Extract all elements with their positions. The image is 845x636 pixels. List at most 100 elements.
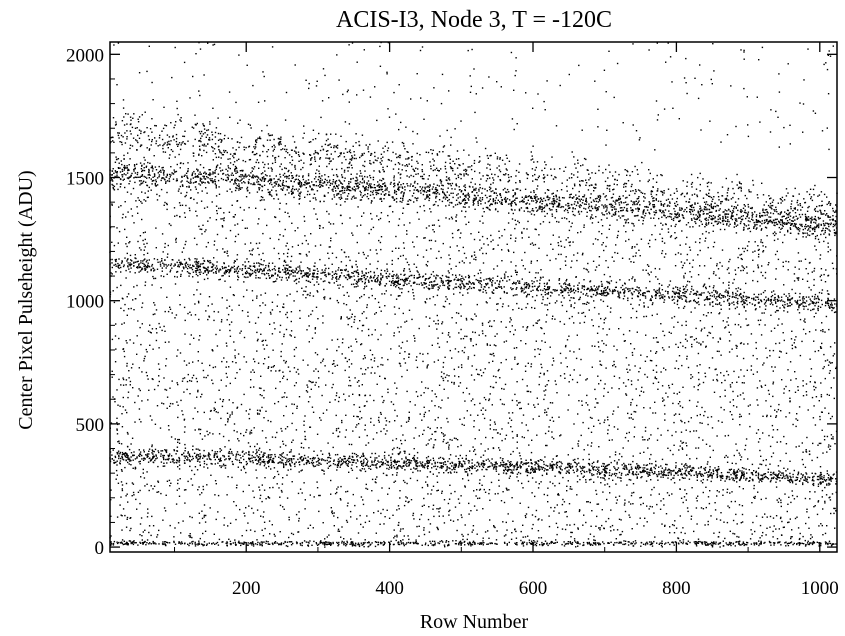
data-point-series-0 — [291, 181, 292, 182]
data-point-series-2 — [632, 461, 633, 462]
data-point-series-2 — [292, 462, 293, 463]
data-point-series-1 — [404, 274, 405, 275]
data-point-series-2 — [726, 476, 727, 477]
data-point-series-0 — [367, 196, 368, 197]
data-point-series-2 — [141, 458, 142, 459]
data-point-series-0 — [726, 224, 727, 225]
data-point-series-2 — [164, 465, 165, 466]
data-point-series-0 — [155, 179, 156, 180]
data-point-series-1 — [732, 292, 733, 293]
data-point-series-2 — [530, 459, 531, 460]
data-point-series-1 — [299, 278, 300, 279]
data-point-series-0 — [508, 203, 509, 204]
data-point-series-0 — [201, 181, 202, 182]
data-point-series-2 — [743, 476, 744, 477]
data-point-series-2 — [139, 449, 140, 450]
data-point-series-1 — [229, 276, 230, 277]
data-point-series-1 — [674, 302, 675, 303]
data-point-series-1 — [549, 288, 550, 289]
data-point-series-1 — [294, 280, 295, 281]
data-point-series-1 — [453, 288, 454, 289]
data-point-series-0 — [407, 204, 408, 205]
data-point-series-1 — [353, 275, 354, 276]
data-point-series-1 — [813, 302, 814, 303]
data-point-series-0 — [501, 202, 502, 203]
data-point-series-2 — [209, 458, 210, 459]
data-point-series-1 — [131, 264, 132, 265]
data-point-series-0 — [796, 216, 797, 217]
data-point-series-0 — [516, 198, 517, 199]
data-point-series-0 — [299, 193, 300, 194]
data-point-series-0 — [698, 212, 699, 213]
data-point-series-0 — [726, 223, 727, 224]
data-point-series-1 — [714, 294, 715, 295]
data-point-series-1 — [182, 270, 183, 271]
data-point-series-1 — [574, 292, 575, 293]
data-point-series-2 — [670, 472, 671, 473]
data-point-series-1 — [788, 293, 789, 294]
data-point-series-2 — [510, 476, 511, 477]
data-point-series-1 — [203, 273, 204, 274]
data-point-series-2 — [629, 472, 630, 473]
data-point-series-2 — [526, 470, 527, 471]
data-point-series-2 — [175, 453, 176, 454]
data-point-series-2 — [828, 475, 829, 476]
data-point-series-2 — [550, 463, 551, 464]
data-point-series-2 — [749, 477, 750, 478]
data-point-series-1 — [249, 268, 250, 269]
data-point-series-0 — [677, 198, 678, 199]
data-point-series-1 — [615, 287, 616, 288]
data-point-series-1 — [410, 285, 411, 286]
data-point-series-1 — [673, 291, 674, 292]
data-point-series-1 — [162, 263, 163, 264]
data-point-series-0 — [465, 211, 466, 212]
data-point-series-0 — [644, 215, 645, 216]
data-point-series-1 — [188, 266, 189, 267]
data-point-series-0 — [775, 233, 776, 234]
data-point-series-2 — [576, 466, 577, 467]
data-point-series-2 — [199, 450, 200, 451]
data-point-series-1 — [684, 291, 685, 292]
data-point-series-1 — [537, 288, 538, 289]
data-point-series-0 — [243, 181, 244, 182]
data-point-series-0 — [482, 188, 483, 189]
data-point-series-1 — [451, 280, 452, 281]
data-point-series-1 — [603, 301, 604, 302]
data-point-series-0 — [244, 176, 245, 177]
data-point-series-2 — [186, 456, 187, 457]
data-point-series-0 — [288, 192, 289, 193]
data-point-series-1 — [162, 271, 163, 272]
data-point-series-0 — [727, 216, 728, 217]
data-point-series-2 — [305, 458, 306, 459]
data-point-series-0 — [254, 184, 255, 185]
data-point-series-0 — [295, 168, 296, 169]
data-point-series-0 — [231, 174, 232, 175]
data-point-series-0 — [283, 187, 284, 188]
data-point-series-2 — [655, 465, 656, 466]
data-point-series-0 — [615, 203, 616, 204]
data-point-series-2 — [518, 472, 519, 473]
data-point-series-0 — [582, 202, 583, 203]
data-point-series-0 — [158, 172, 159, 173]
data-point-series-0 — [298, 195, 299, 196]
data-point-series-0 — [643, 210, 644, 211]
data-point-series-1 — [272, 269, 273, 270]
data-point-series-0 — [233, 183, 234, 184]
data-point-series-1 — [482, 291, 483, 292]
data-point-series-1 — [287, 268, 288, 269]
data-point-series-1 — [735, 295, 736, 296]
data-point-series-0 — [668, 199, 669, 200]
data-point-series-2 — [330, 461, 331, 462]
data-point-series-2 — [203, 450, 204, 451]
data-point-series-0 — [514, 209, 515, 210]
data-point-series-1 — [299, 265, 300, 266]
data-point-series-0 — [798, 227, 799, 228]
data-point-series-0 — [161, 180, 162, 181]
data-point-series-2 — [184, 456, 185, 457]
data-point-series-0 — [383, 198, 384, 199]
data-point-series-0 — [627, 204, 628, 205]
data-point-series-1 — [288, 273, 289, 274]
data-point-series-0 — [787, 231, 788, 232]
data-point-series-1 — [269, 269, 270, 270]
data-point-series-1 — [698, 298, 699, 299]
